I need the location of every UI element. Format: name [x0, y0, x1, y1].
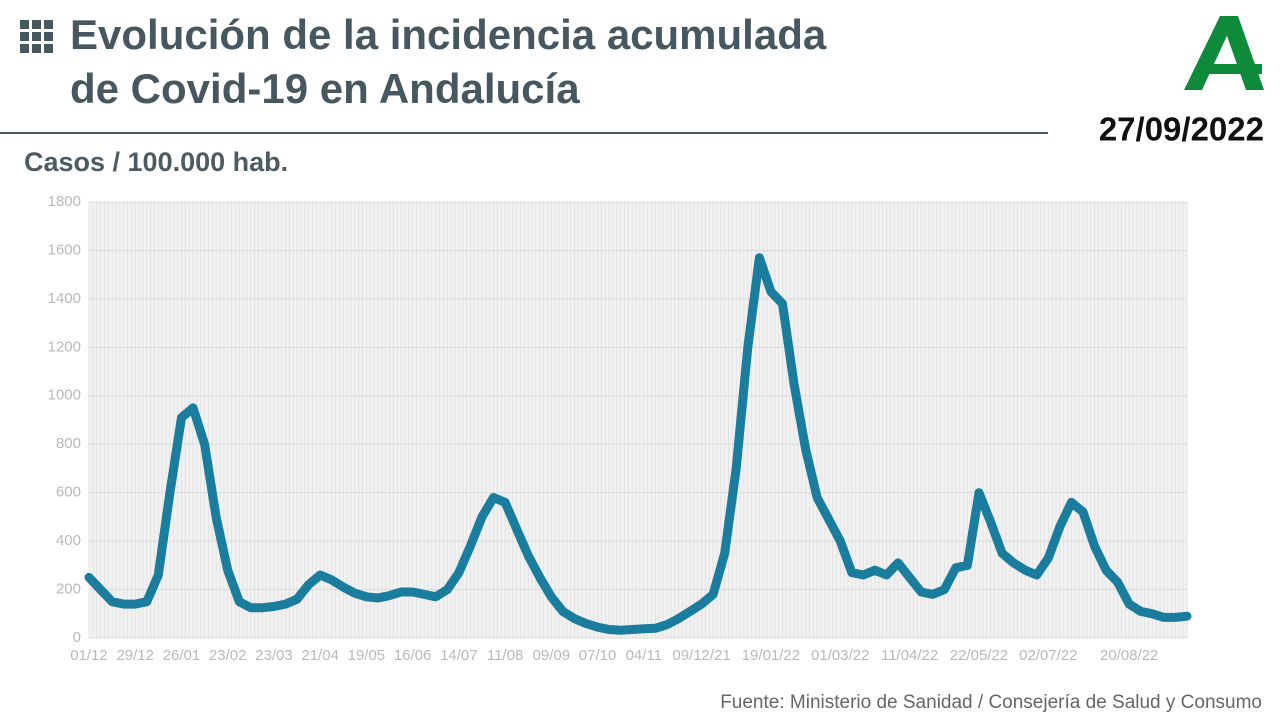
x-tick-label: 11/04/22 [881, 647, 938, 664]
y-tick-label: 1000 [48, 387, 81, 404]
x-tick-label: 23/02 [209, 647, 247, 664]
plot-area [89, 202, 1187, 638]
x-tick-label: 01/03/22 [811, 647, 869, 664]
y-tick-label: 600 [56, 484, 81, 501]
x-tick-label: 09/09 [533, 647, 571, 664]
x-tick-label: 16/06 [394, 647, 432, 664]
y-tick-label: 400 [56, 532, 81, 549]
chart-title: Evolución de la incidencia acumulada [70, 11, 827, 58]
x-tick-label: 20/08/22 [1100, 647, 1158, 664]
grid [88, 201, 1188, 639]
y-tick-label: 1600 [48, 241, 81, 258]
x-tick-label: 21/04 [301, 647, 339, 664]
x-tick-label: 02/07/22 [1019, 647, 1077, 664]
source: Fuente: Ministerio de Sanidad / Consejer… [720, 692, 1262, 713]
y-tick-label: 1400 [48, 290, 81, 307]
x-tick-label: 14/07 [440, 647, 478, 664]
line [84, 253, 1192, 635]
x-tick-label: 04/11 [626, 647, 662, 664]
y-tick-label: 1800 [48, 193, 81, 210]
x-tick-label: 11/08 [487, 647, 523, 664]
x-tick-label: 01/12 [70, 647, 108, 664]
x-tick-label: 19/05 [348, 647, 386, 664]
x-tick-label: 22/05/22 [950, 647, 1008, 664]
marks [84, 253, 1192, 635]
title-icon [20, 20, 53, 53]
y-axis-label: Casos / 100.000 hab. [24, 147, 288, 177]
chart-title: de Covid-19 en Andalucía [70, 65, 580, 112]
y-tick-label: 800 [56, 435, 81, 452]
date: 27/09/2022 [1099, 111, 1264, 148]
x-tick-label: 19/01/22 [742, 647, 800, 664]
y-tick-label: 1200 [48, 338, 81, 355]
y-tick-label: 0 [73, 629, 81, 646]
x-tick-label: 07/10 [579, 647, 617, 664]
logo [1184, 16, 1264, 90]
x-tick-label: 29/12 [116, 647, 154, 664]
y-tick-label: 200 [56, 581, 81, 598]
x-tick-label: 26/01 [163, 647, 201, 664]
x-tick-label: 23/03 [255, 647, 293, 664]
x-tick-label: 09/12/21 [672, 647, 730, 664]
